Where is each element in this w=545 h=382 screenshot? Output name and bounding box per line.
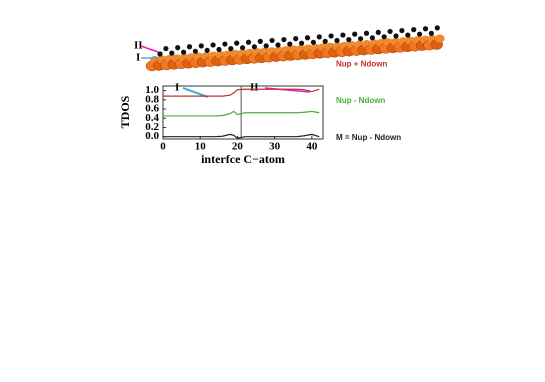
atom	[228, 46, 234, 52]
atom	[381, 34, 387, 40]
atom	[245, 39, 252, 45]
atom	[352, 31, 358, 37]
atom	[316, 34, 322, 40]
atom	[334, 37, 340, 44]
annotation: II	[250, 82, 259, 94]
x-tick-label: 30	[269, 141, 281, 153]
atom	[358, 36, 364, 42]
atom	[304, 35, 311, 41]
atom	[399, 27, 405, 34]
pointer	[182, 87, 209, 98]
atom	[240, 45, 246, 51]
x-label: interfce C−atom	[201, 152, 285, 166]
atom	[251, 44, 257, 50]
atom	[405, 32, 411, 38]
pointer	[140, 45, 159, 53]
atom	[310, 39, 316, 45]
atom	[434, 34, 445, 43]
legend-label: M = Nup - Ndown	[336, 133, 401, 142]
atom	[417, 31, 423, 37]
atom	[393, 33, 399, 39]
atom	[210, 42, 216, 48]
atom	[346, 37, 352, 43]
atom	[299, 40, 305, 46]
atom	[281, 36, 287, 43]
structure	[145, 25, 445, 72]
atom	[428, 30, 434, 36]
atom	[387, 28, 393, 35]
atom	[257, 38, 263, 44]
atom	[269, 37, 275, 44]
legend-label: Nup - Ndown	[336, 96, 385, 105]
atom	[192, 48, 198, 54]
atom	[198, 43, 204, 49]
x-tick-label: 0	[160, 141, 166, 153]
plot-frame	[162, 85, 324, 140]
atom	[422, 26, 429, 32]
atom	[340, 32, 346, 38]
atom	[434, 25, 440, 31]
atom	[181, 49, 187, 55]
atom	[175, 45, 181, 51]
atom	[328, 33, 334, 39]
structure-label: II	[134, 40, 143, 52]
atom	[186, 44, 193, 50]
y-tick-label: 0.8	[145, 93, 159, 105]
atom	[234, 40, 240, 46]
atom	[363, 30, 370, 36]
atom	[369, 35, 375, 41]
x-tick-label: 40	[306, 141, 318, 153]
y-tick-label: 0.2	[145, 121, 159, 133]
y-tick-label: 0.6	[145, 103, 159, 115]
atom	[293, 36, 299, 42]
atom	[322, 38, 328, 45]
y-tick-label: 0.4	[145, 112, 159, 124]
series-line	[163, 110, 320, 117]
atom	[411, 27, 417, 33]
atom	[163, 45, 169, 52]
atom	[275, 42, 281, 48]
atom	[287, 41, 293, 47]
atom	[263, 43, 269, 49]
x-tick-label: 10	[195, 141, 207, 153]
atom	[375, 29, 381, 35]
atom	[204, 47, 210, 54]
annotation: I	[175, 82, 179, 94]
series-line	[163, 133, 320, 139]
legend-label: Nup + Ndown	[336, 59, 387, 68]
structure-label: I	[136, 52, 140, 64]
series-line	[163, 88, 320, 97]
atom	[169, 50, 175, 56]
y-tick-label: 1.0	[145, 84, 159, 96]
atom	[157, 51, 163, 57]
atom	[216, 46, 222, 53]
y-label: TDOS	[118, 95, 132, 128]
x-tick-label: 20	[232, 141, 244, 153]
atom	[222, 41, 228, 47]
y-tick-label: 0.0	[145, 130, 159, 142]
